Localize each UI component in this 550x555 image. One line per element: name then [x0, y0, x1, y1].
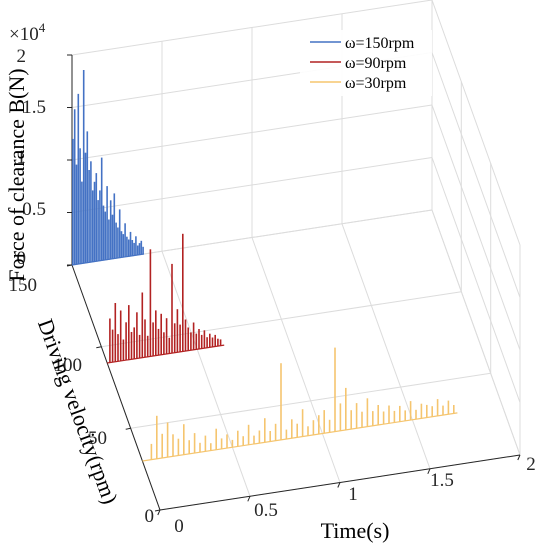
grid-line	[251, 237, 341, 483]
series-baseline	[71, 253, 145, 266]
x-axis-label: Time(s)	[321, 518, 390, 543]
z-axis-label: Force of clearance B(N)	[4, 68, 29, 281]
z-tick-label: 2	[17, 46, 27, 67]
x-tick-label: 1.5	[430, 470, 454, 491]
grid-line	[431, 0, 521, 246]
grid-line	[431, 52, 521, 298]
y-tick-label: 100	[54, 355, 83, 376]
legend-label: ω=30rpm	[345, 75, 407, 92]
x-tick-mark	[247, 496, 251, 502]
grid-line	[161, 251, 251, 497]
x-tick-label: 0.5	[254, 500, 278, 521]
x-tick-mark	[337, 482, 341, 488]
y-tick-mark	[96, 346, 102, 349]
x-tick-mark	[427, 468, 431, 475]
legend: ω=150rpm ω=90rpm ω=30rpm	[300, 30, 432, 96]
z-tick-label: 0	[17, 248, 27, 269]
axes-edges	[66, 54, 521, 516]
series-group	[71, 70, 145, 266]
z-exponent-base: ×10	[9, 24, 39, 45]
series-group	[142, 347, 458, 462]
series-layer	[71, 70, 458, 462]
x-tick-label: 2	[526, 454, 536, 475]
x-tick-label: 0	[174, 516, 184, 537]
grid-line	[130, 372, 491, 429]
grid-line	[71, 0, 433, 56]
z-exponent-label: ×104	[9, 20, 46, 45]
y-axis-line	[71, 264, 161, 511]
z-tick-label: 0.5	[22, 199, 46, 220]
series-baseline	[107, 344, 225, 364]
grid-line	[431, 157, 521, 403]
x-tick-label: 1	[348, 484, 358, 505]
z-tick-label: 1.5	[22, 97, 46, 118]
y-tick-mark	[125, 427, 131, 430]
y-tick-label: 50	[88, 428, 107, 449]
y-tick-mark	[154, 509, 161, 512]
x-tick-mark	[517, 454, 521, 461]
grid-line	[71, 104, 433, 161]
y-tick-label: 150	[9, 275, 38, 296]
legend-label: ω=150rpm	[345, 35, 415, 52]
x-tick-mark	[157, 509, 161, 516]
grid-line	[431, 209, 521, 456]
grid-line	[71, 157, 433, 213]
series-group	[107, 233, 225, 364]
grid-line	[341, 223, 431, 469]
legend-box	[300, 30, 432, 96]
y-tick-label: 0	[145, 506, 155, 527]
z-tick-label: 1	[17, 147, 27, 168]
z-exponent-power: 4	[39, 20, 46, 35]
legend-label: ω=90rpm	[345, 55, 407, 72]
grid-line	[431, 104, 521, 351]
